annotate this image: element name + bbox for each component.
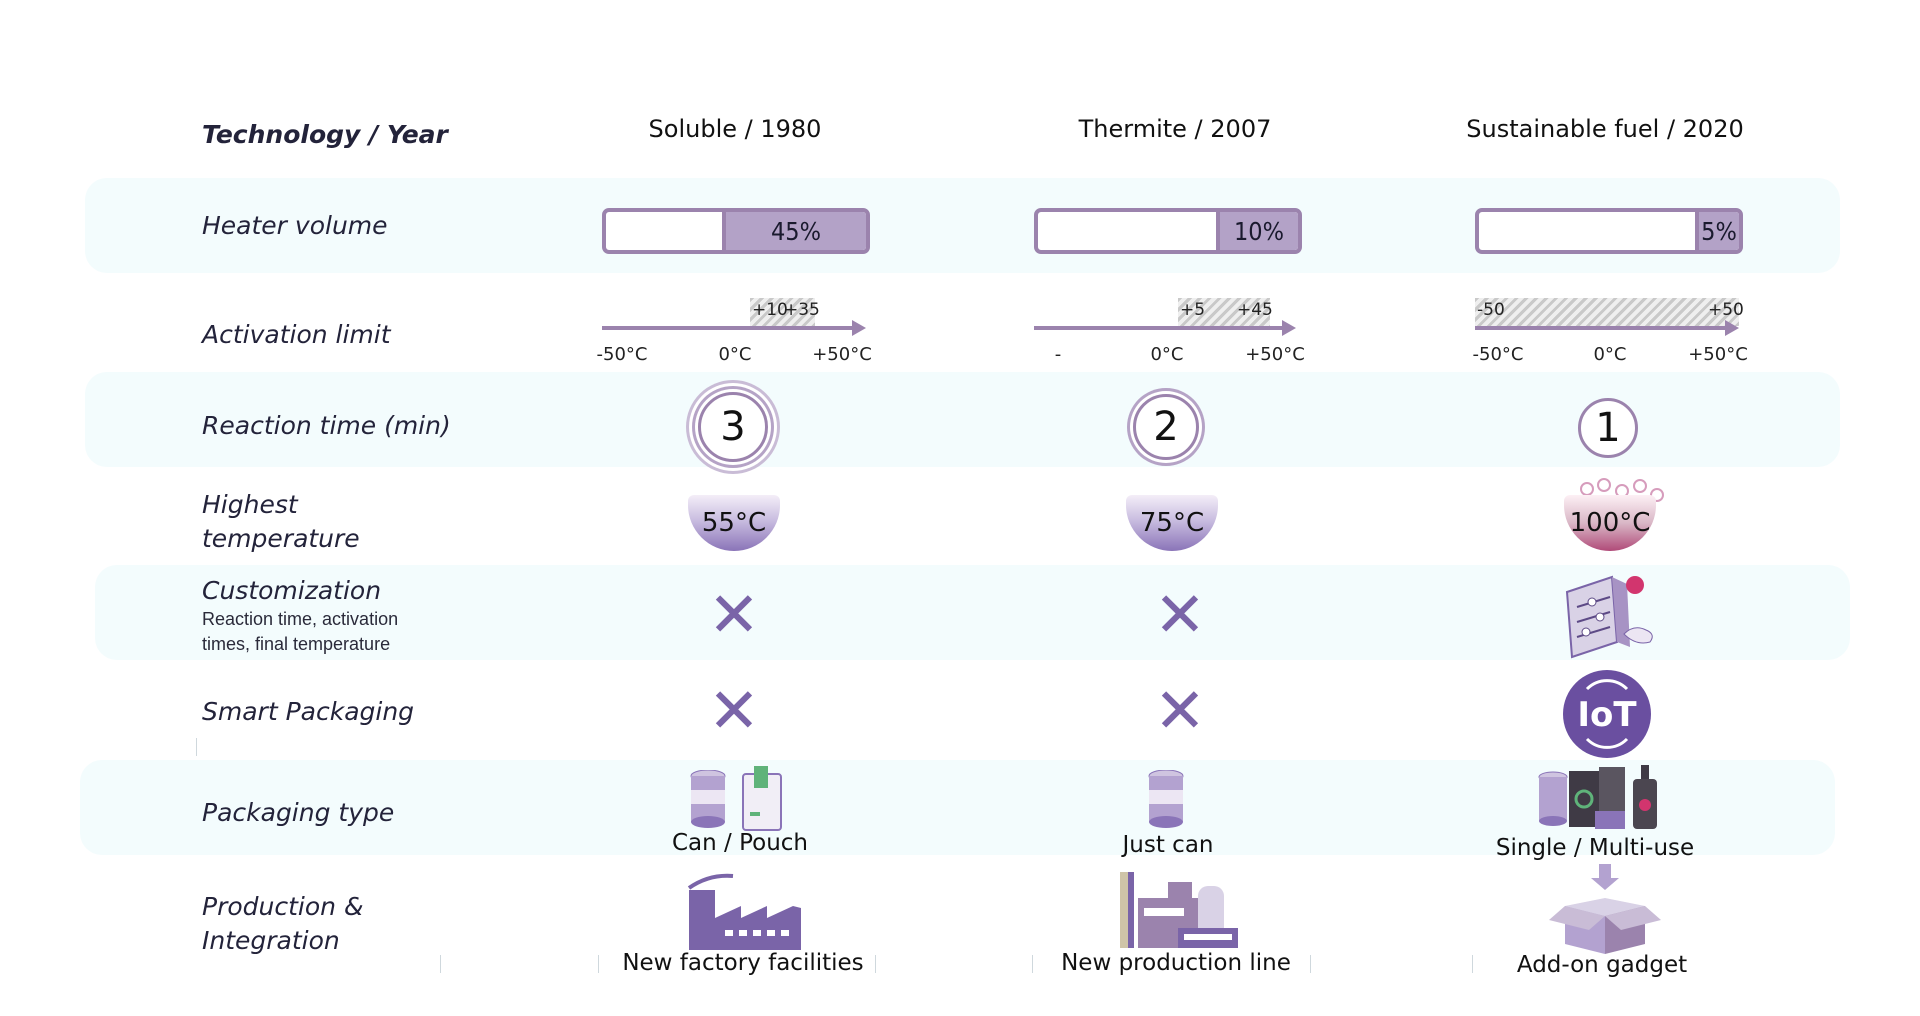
activation-range-sustainable: -50 +50 bbox=[1475, 298, 1744, 326]
production-caption-soluble: New factory facilities bbox=[622, 950, 864, 976]
divider bbox=[1310, 955, 1311, 973]
cross-icon: ✕ bbox=[708, 674, 760, 747]
temperature-bowl-sustainable: 100°C bbox=[1564, 495, 1656, 551]
factory-icon bbox=[687, 873, 801, 950]
iot-icon: IoT bbox=[1563, 670, 1651, 758]
divider bbox=[440, 955, 441, 973]
row-band-customization bbox=[95, 565, 1850, 660]
header-row-label: Technology / Year bbox=[202, 120, 448, 149]
heater-volume-bar-soluble: 45% bbox=[602, 208, 870, 254]
activation-high: +45 bbox=[1237, 300, 1273, 320]
reaction-time-soluble: 3 bbox=[698, 392, 768, 462]
activation-tick: -50°C bbox=[596, 344, 648, 365]
bubble-icon bbox=[1597, 478, 1611, 492]
activation-tick: -50°C bbox=[1472, 344, 1524, 365]
customization-sub-line2: times, final temperature bbox=[202, 634, 391, 654]
column-header-sustainable: Sustainable fuel / 2020 bbox=[1466, 115, 1744, 143]
activation-axis-soluble bbox=[602, 320, 866, 336]
customization-sub-line1: Reaction time, activation bbox=[202, 609, 399, 629]
label-activation-limit: Activation limit bbox=[202, 320, 391, 349]
activation-axis-sustainable bbox=[1475, 320, 1739, 336]
row-band-reaction bbox=[85, 372, 1840, 467]
activation-range-thermite: +5 +45 bbox=[1178, 298, 1273, 326]
cross-icon: ✕ bbox=[1154, 578, 1206, 651]
divider bbox=[1032, 955, 1033, 973]
divider bbox=[196, 738, 197, 756]
activation-high: +35 bbox=[784, 300, 820, 320]
add-on-box-icon bbox=[1549, 864, 1661, 954]
cross-icon: ✕ bbox=[708, 578, 760, 651]
pouch-icon bbox=[742, 766, 782, 831]
column-header-soluble: Soluble / 1980 bbox=[648, 115, 822, 143]
heater-volume-value: 45% bbox=[771, 216, 821, 246]
activation-range-soluble: +10 +35 bbox=[750, 298, 820, 326]
label-smart-packaging: Smart Packaging bbox=[202, 697, 415, 726]
divider bbox=[1472, 955, 1473, 973]
label-heater-volume: Heater volume bbox=[202, 211, 388, 240]
sliders-icon bbox=[1565, 575, 1653, 659]
heater-volume-bar-sustainable: 5% bbox=[1475, 208, 1743, 254]
temperature-bowl-thermite: 75°C bbox=[1126, 495, 1218, 551]
activation-tick: 0°C bbox=[1150, 344, 1184, 365]
production-caption-thermite: New production line bbox=[1061, 950, 1291, 976]
production-caption-sustainable: Add-on gadget bbox=[1516, 952, 1688, 978]
divider bbox=[598, 955, 599, 973]
activation-low: +10 bbox=[752, 300, 788, 320]
column-header-thermite: Thermite / 2007 bbox=[1078, 115, 1272, 143]
label-reaction-time: Reaction time (min) bbox=[202, 411, 451, 440]
label-production-line1: Production & bbox=[202, 892, 364, 921]
heater-volume-fill bbox=[1695, 212, 1739, 250]
reaction-time-sustainable: 1 bbox=[1578, 398, 1638, 458]
packaging-caption-thermite: Just can bbox=[1122, 832, 1214, 858]
activation-tick: 0°C bbox=[1593, 344, 1627, 365]
heater-volume-value: 5% bbox=[1701, 216, 1737, 246]
heater-volume-bar-thermite: 10% bbox=[1034, 208, 1302, 254]
heater-volume-fill bbox=[722, 212, 866, 250]
iot-text: IoT bbox=[1577, 695, 1637, 735]
activation-tick: +50°C bbox=[812, 344, 872, 365]
activation-tick: +50°C bbox=[1245, 344, 1305, 365]
production-line-icon bbox=[1120, 872, 1238, 948]
activation-high: +50 bbox=[1708, 300, 1744, 320]
heater-volume-value: 10% bbox=[1234, 216, 1284, 246]
temperature-bowl-soluble: 55°C bbox=[688, 495, 780, 551]
label-highest-line1: Highest bbox=[202, 490, 298, 519]
label-production-line2: Integration bbox=[202, 926, 340, 955]
label-packaging-type: Packaging type bbox=[202, 798, 395, 827]
activation-tick: - bbox=[1054, 344, 1062, 365]
can-icon bbox=[690, 770, 726, 828]
activation-low: -50 bbox=[1477, 300, 1505, 320]
label-customization: Customization bbox=[202, 576, 382, 605]
bubble-icon bbox=[1633, 479, 1647, 493]
packaging-caption-soluble: Can / Pouch bbox=[671, 830, 809, 856]
heater-volume-fill bbox=[1216, 212, 1298, 250]
label-highest-line2: temperature bbox=[202, 524, 360, 553]
bubble-icon bbox=[1580, 482, 1594, 496]
activation-tick: 0°C bbox=[718, 344, 752, 365]
multi-package-icon bbox=[1538, 765, 1657, 829]
divider bbox=[875, 955, 876, 973]
packaging-caption-sustainable: Single / Multi-use bbox=[1495, 835, 1695, 861]
activation-low: +5 bbox=[1180, 300, 1206, 320]
can-icon bbox=[1148, 770, 1184, 828]
activation-tick: +50°C bbox=[1688, 344, 1748, 365]
activation-axis-thermite bbox=[1034, 320, 1296, 336]
cross-icon: ✕ bbox=[1154, 674, 1206, 747]
reaction-time-thermite: 2 bbox=[1133, 394, 1199, 460]
